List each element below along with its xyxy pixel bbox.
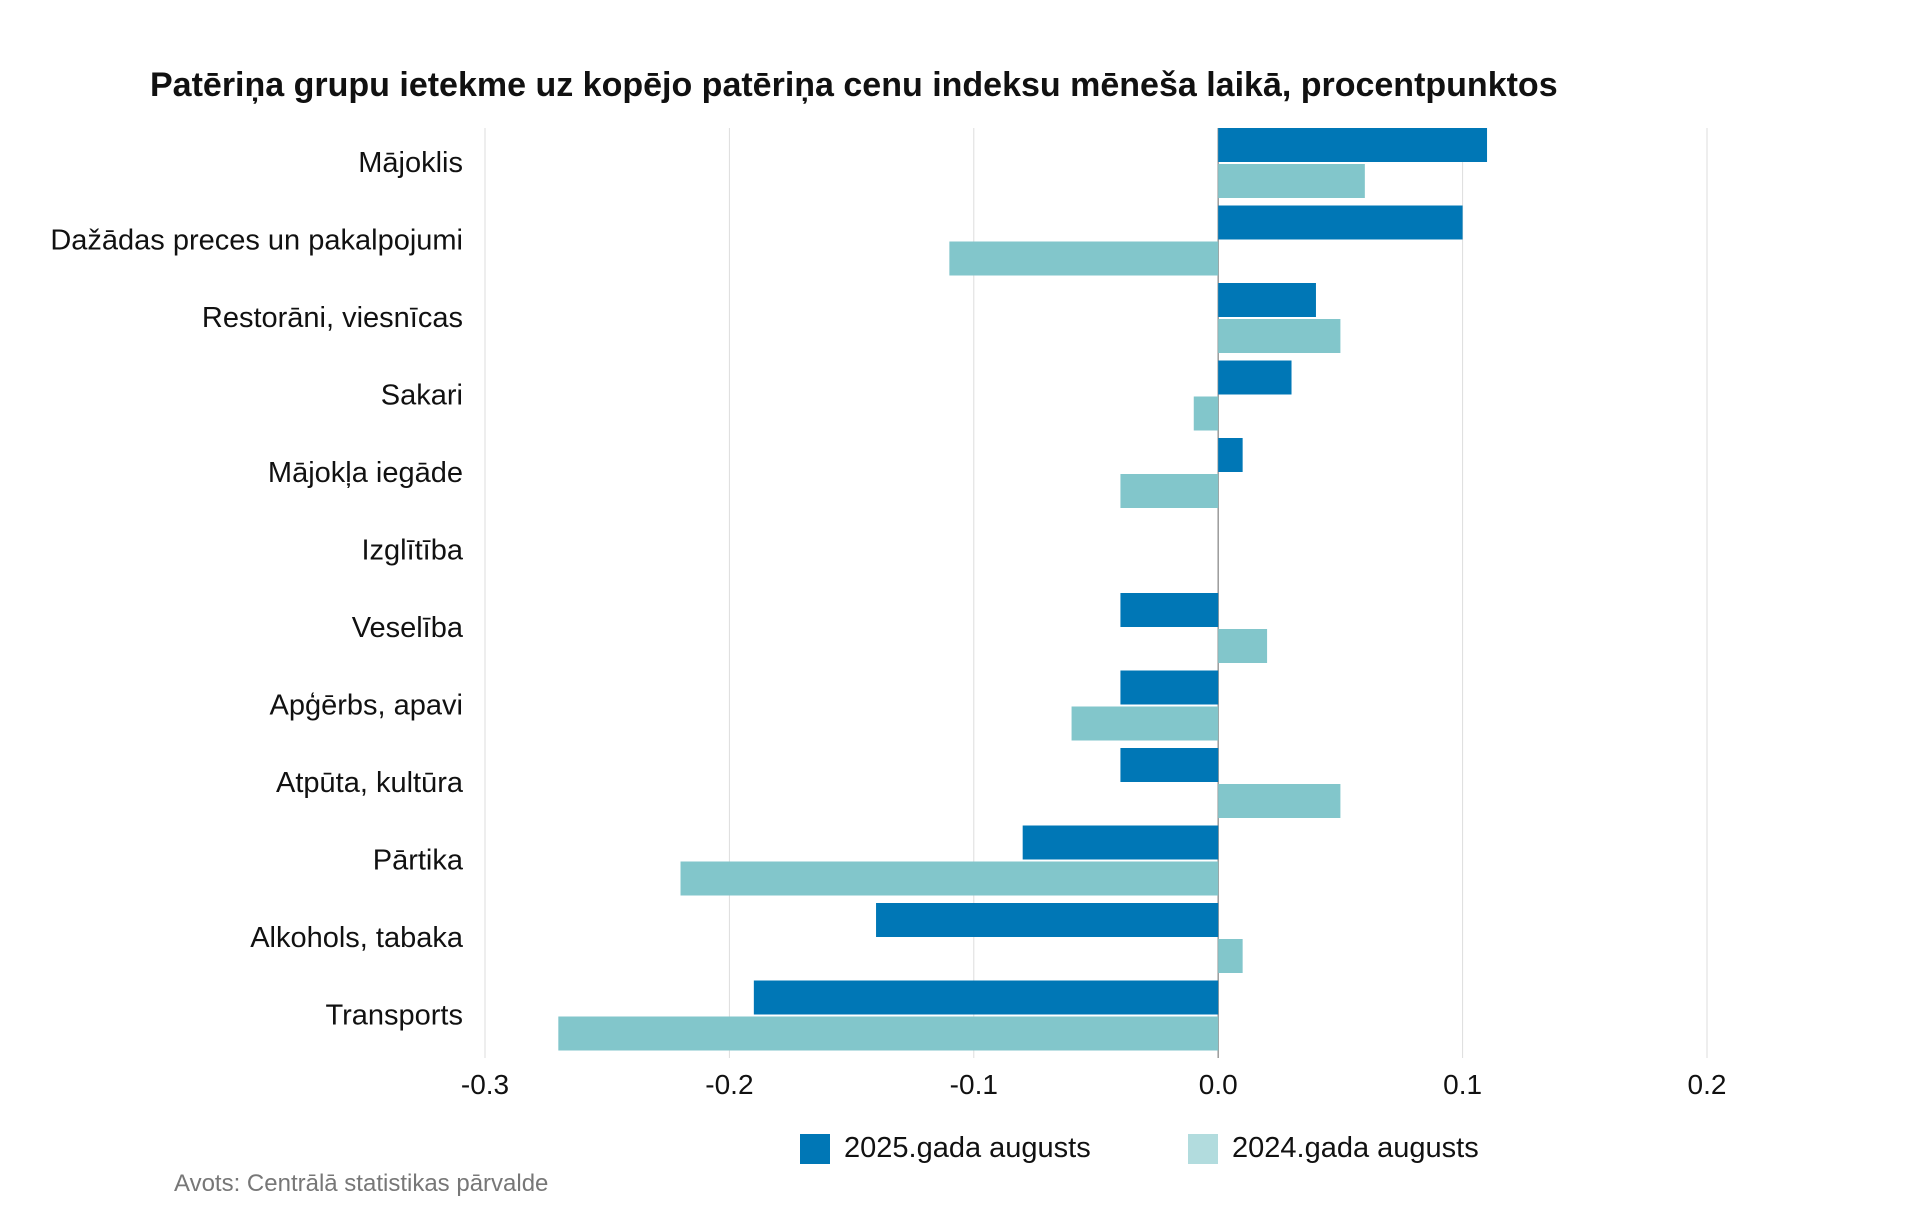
bar [1218,629,1268,663]
category-label: Pārtika [373,845,464,877]
x-tick-label: 0.1 [1443,1069,1482,1100]
bar [680,861,1219,896]
legend-item-2025: 2025.gada augusts [800,1132,1091,1165]
bar [1218,164,1365,198]
x-tick-label: -0.1 [950,1069,998,1100]
bar [1193,396,1219,431]
bar [1218,784,1341,818]
bar [1218,128,1488,162]
category-label: Mājoklis [358,147,463,179]
bar [1218,205,1463,240]
bar [1022,825,1219,860]
category-labels: Mājoklis Dažādas preces un pakalpojumi Res… [50,147,464,1032]
category-label: Mājokļa iegāde [268,457,463,489]
bar [949,241,1219,276]
bars [558,128,1488,1051]
bar [1218,319,1341,353]
category-label: Veselība [352,612,464,644]
category-label: Restorāni, viesnīcas [202,302,463,334]
x-tick-label: -0.3 [461,1069,509,1100]
category-label: Izglītība [361,535,463,567]
bar [1120,593,1219,627]
category-label: Dažādas preces un pakalpojumi [50,225,463,257]
bar [753,980,1219,1015]
bar [1120,748,1219,782]
bar [1218,939,1243,973]
legend-item-2024: 2024.gada augusts [1188,1132,1479,1165]
x-tick-label: -0.2 [705,1069,753,1100]
category-label: Sakari [381,380,463,412]
bar [1218,438,1243,472]
legend-swatch-2025 [800,1133,830,1164]
legend-label-2025: 2025.gada augusts [844,1132,1091,1164]
legend-label-2024: 2024.gada augusts [1232,1132,1479,1164]
x-tick-label: 0.2 [1688,1069,1727,1100]
source-note: Avots: Centrālā statistikas pārvalde [174,1170,549,1197]
bar [1120,670,1219,705]
legend-swatch-2024 [1188,1133,1218,1164]
bar [1120,474,1219,508]
bar [1218,360,1292,395]
bar [558,1016,1219,1051]
category-label: Apģērbs, apavi [270,690,463,722]
bar [876,903,1219,937]
chart-title: Patēriņa grupu ietekme uz kopējo patēriņ… [150,66,1558,104]
category-label: Transports [325,1000,463,1032]
category-label: Atpūta, kultūra [276,767,464,799]
category-label: Alkohols, tabaka [250,922,464,954]
x-tick-labels: -0.3 -0.2 -0.1 0.0 0.1 0.2 [461,1069,1727,1100]
x-tick-label: 0.0 [1199,1069,1238,1100]
bar [1071,706,1219,741]
bar [1218,283,1316,317]
